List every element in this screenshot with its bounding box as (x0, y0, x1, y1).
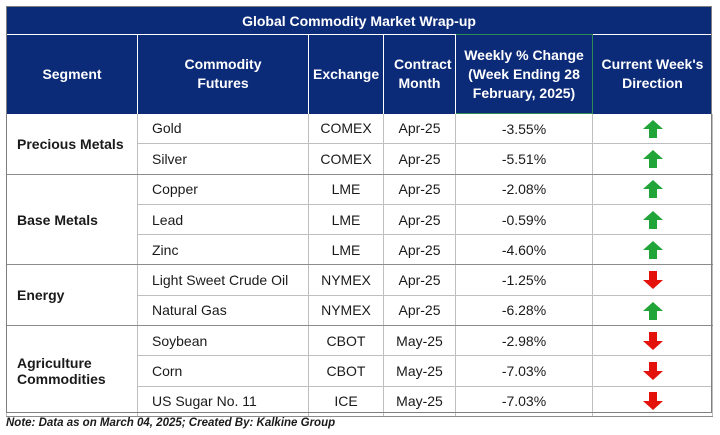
direction-cell (592, 264, 713, 296)
table-row: Base Metals Copper LME Apr-25 -2.08% (6, 174, 713, 266)
header-weekly-change: Weekly % Change (Week Ending 28 February… (455, 34, 593, 114)
arrow-up-icon (642, 150, 663, 169)
arrow-up-icon (642, 210, 663, 229)
contract-month-cell: Apr-25 (383, 295, 456, 327)
header-segment: Segment (6, 34, 138, 114)
exchange-cell: NYMEX (308, 295, 384, 327)
weekly-change-cell: -1.25% (455, 264, 593, 296)
exchange-cell: LME (308, 204, 384, 236)
weekly-change-cell: -2.98% (455, 325, 593, 357)
arrow-down-icon (642, 362, 663, 381)
table-row: Energy Light Sweet Crude Oil NYMEX Apr-25 -1… (6, 264, 713, 327)
arrow-down-icon (642, 392, 663, 411)
direction-cell (592, 234, 713, 266)
direction-cell (592, 143, 713, 175)
exchange-cell: ICE (308, 386, 384, 417)
commodity-table: Segment Commodity Futures Exchange Contr… (6, 34, 713, 417)
header-row: Segment Commodity Futures Exchange Contr… (6, 34, 713, 114)
exchange-cell: COMEX (308, 113, 384, 145)
arrow-down-icon (642, 271, 663, 290)
segment-cell: Energy (6, 264, 138, 327)
weekly-change-cell: -7.03% (455, 355, 593, 387)
contract-month-cell: May-25 (383, 355, 456, 387)
future-cell: Gold (137, 113, 309, 145)
future-cell: Soybean (137, 325, 309, 357)
table-row: Natural Gas NYMEX Apr-25 -6.28% (7, 295, 713, 327)
weekly-change-cell: -3.55% (455, 113, 593, 145)
future-cell: Copper (137, 174, 309, 205)
arrow-down-icon (642, 331, 663, 350)
weekly-change-cell: -7.03% (455, 386, 593, 417)
commodity-table-container: Global Commodity Market Wrap-up Segment … (6, 6, 713, 417)
table-row: Corn CBOT May-25 -7.03% (7, 355, 713, 387)
future-cell: Silver (137, 143, 309, 175)
arrow-up-icon (642, 119, 663, 138)
table-row: Precious Metals Gold COMEX Apr-25 -3.55% (6, 113, 713, 175)
contract-month-cell: Apr-25 (383, 234, 456, 266)
exchange-cell: NYMEX (308, 264, 384, 296)
direction-cell (592, 174, 713, 205)
table-title: Global Commodity Market Wrap-up (6, 6, 712, 34)
exchange-cell: LME (308, 174, 384, 205)
arrow-up-icon (642, 240, 663, 259)
future-cell: Corn (137, 355, 309, 387)
weekly-change-cell: -6.28% (455, 295, 593, 327)
contract-month-cell: Apr-25 (383, 143, 456, 175)
arrow-up-icon (642, 180, 663, 199)
direction-cell (592, 386, 713, 417)
future-cell: US Sugar No. 11 (137, 386, 309, 417)
contract-month-cell: May-25 (383, 325, 456, 357)
exchange-cell: LME (308, 234, 384, 266)
direction-cell (592, 113, 713, 145)
weekly-change-cell: -4.60% (455, 234, 593, 266)
contract-month-cell: May-25 (383, 386, 456, 417)
future-cell: Light Sweet Crude Oil (137, 264, 309, 296)
future-cell: Lead (137, 204, 309, 236)
contract-month-cell: Apr-25 (383, 113, 456, 145)
arrow-up-icon (642, 301, 663, 320)
table-body: Precious Metals Gold COMEX Apr-25 -3.55% Silv… (6, 113, 713, 417)
weekly-change-cell: -5.51% (455, 143, 593, 175)
header-futures: Commodity Futures (137, 34, 309, 114)
exchange-cell: CBOT (308, 355, 384, 387)
direction-cell (592, 204, 713, 236)
future-cell: Zinc (137, 234, 309, 266)
table-row: Silver COMEX Apr-25 -5.51% (7, 143, 713, 175)
footnote: Note: Data as on March 04, 2025; Created… (6, 417, 336, 429)
direction-cell (592, 355, 713, 387)
weekly-change-cell: -2.08% (455, 174, 593, 205)
weekly-change-cell: -0.59% (455, 204, 593, 236)
segment-cell: Base Metals (6, 174, 138, 266)
header-exchange: Exchange (308, 34, 384, 114)
table-row: Zinc LME Apr-25 -4.60% (7, 234, 713, 266)
header-direction: Current Week's Direction (592, 34, 713, 114)
direction-cell (592, 325, 713, 357)
contract-month-cell: Apr-25 (383, 174, 456, 205)
direction-cell (592, 295, 713, 327)
table-row: Agriculture Commodities Soybean CBOT May-25… (6, 325, 713, 417)
exchange-cell: CBOT (308, 325, 384, 357)
contract-month-cell: Apr-25 (383, 204, 456, 236)
header-contract-month: Contract Month (383, 34, 456, 114)
contract-month-cell: Apr-25 (383, 264, 456, 296)
future-cell: Natural Gas (137, 295, 309, 327)
exchange-cell: COMEX (308, 143, 384, 175)
segment-cell: Agriculture Commodities (6, 325, 138, 417)
segment-cell: Precious Metals (6, 113, 138, 175)
table-row: Lead LME Apr-25 -0.59% (7, 204, 713, 236)
table-row: US Sugar No. 11 ICE May-25 -7.03% (7, 386, 713, 417)
